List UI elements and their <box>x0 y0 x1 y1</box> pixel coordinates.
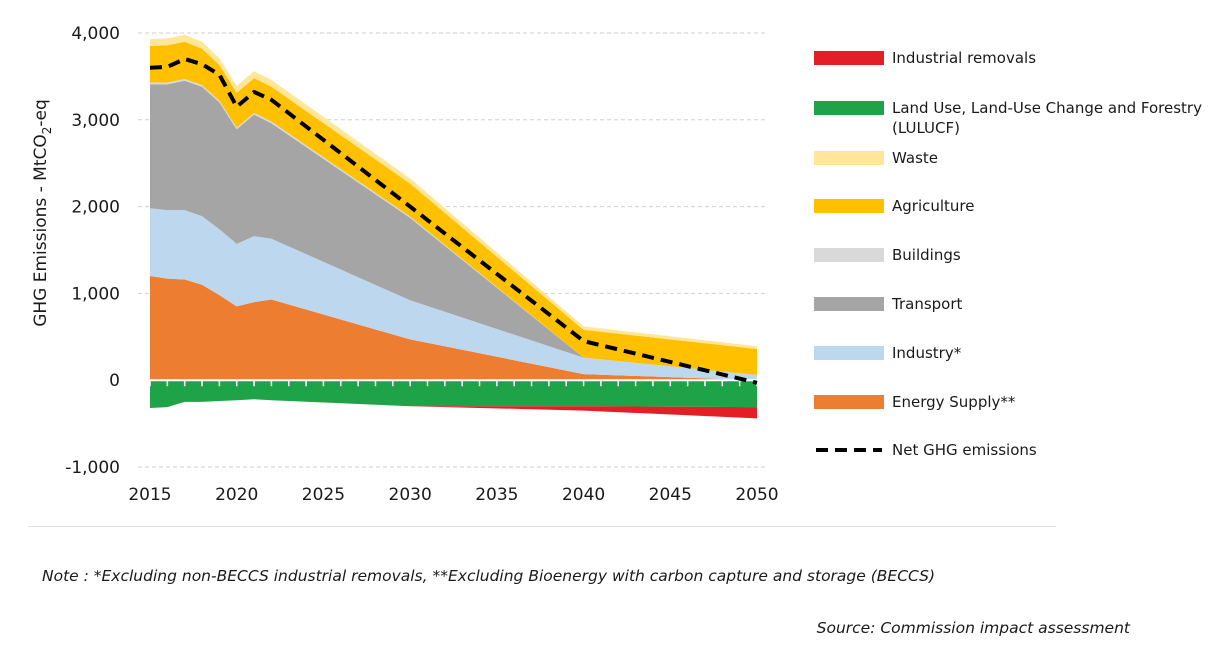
area-series-0 <box>150 276 757 381</box>
legend-swatch <box>814 297 884 311</box>
net-ghg-line <box>149 57 758 385</box>
zero-axis <box>149 379 758 387</box>
legend-label: Agriculture <box>892 197 975 215</box>
legend-item: Industrial removals <box>814 48 1036 68</box>
legend-item: Transport <box>814 294 962 314</box>
legend-swatch <box>814 395 884 409</box>
legend-label: Industry* <box>892 344 962 362</box>
x-tick-label: 2050 <box>735 485 778 505</box>
y-tick-label: 2,000 <box>71 198 120 218</box>
area-series-1 <box>150 208 757 381</box>
legend-swatch <box>814 440 884 460</box>
legend-label: Waste <box>892 149 938 167</box>
legend-label: Transport <box>892 295 963 313</box>
x-tick-label: 2015 <box>128 485 171 505</box>
legend-swatch <box>814 151 884 165</box>
legend-item: Land Use, Land-Use Change and Forestry (… <box>814 98 1202 138</box>
y-tick-label: 1,000 <box>71 284 120 304</box>
area-series-2 <box>150 80 757 375</box>
legend-label: Net GHG emissions <box>892 441 1037 459</box>
legend-swatch <box>814 51 884 65</box>
divider-line <box>28 526 1056 527</box>
legend-swatch <box>814 199 884 213</box>
x-tick-label: 2035 <box>475 485 518 505</box>
y-tick-label: 3,000 <box>71 111 120 131</box>
legend-swatch <box>814 346 884 360</box>
y-axis-title: GHG Emissions - MtCO2-eq <box>31 99 54 327</box>
legend-item: Net GHG emissions <box>814 440 1037 460</box>
legend-item: Agriculture <box>814 196 975 216</box>
y-tick-labels: -1,000 0 1,000 2,000 3,000 4,000 <box>65 24 120 478</box>
x-tick-label: 2045 <box>649 485 692 505</box>
legend-label: Land Use, Land-Use Change and Forestry (… <box>892 99 1202 137</box>
legend-label: Buildings <box>892 246 961 264</box>
legend-swatch <box>814 101 884 115</box>
emissions-area-chart: -1,000 0 1,000 2,000 3,000 4,000 2015 2020 2025… <box>31 24 779 505</box>
legend-item: Energy Supply** <box>814 392 1015 412</box>
x-tick-label: 2030 <box>389 485 432 505</box>
legend-item: Industry* <box>814 343 961 363</box>
legend-label: Energy Supply** <box>892 393 1016 411</box>
y-tick-label: 4,000 <box>71 24 120 44</box>
negative-area-series-1 <box>150 399 757 419</box>
source-line: Source: Commission impact assessment <box>816 619 1130 637</box>
x-tick-labels: 2015 2020 2025 2030 2035 2040 2045 2050 <box>128 485 778 505</box>
x-tick-label: 2025 <box>302 485 345 505</box>
legend-swatch <box>814 248 884 262</box>
negative-area-series-0 <box>150 380 757 408</box>
net-emissions-line <box>149 57 758 385</box>
legend-item: Buildings <box>814 245 961 265</box>
y-tick-label: -1,000 <box>65 458 120 478</box>
legend-item: Waste <box>814 148 938 168</box>
footnote: Note : *Excluding non-BECCS industrial r… <box>42 567 936 585</box>
legend-label: Industrial removals <box>892 49 1037 67</box>
y-tick-label: 0 <box>109 371 120 391</box>
x-tick-label: 2040 <box>562 485 605 505</box>
x-tick-label: 2020 <box>215 485 258 505</box>
